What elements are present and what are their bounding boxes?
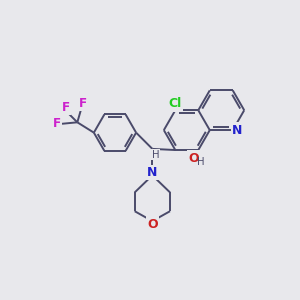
Text: Cl: Cl bbox=[169, 97, 182, 110]
Text: N: N bbox=[232, 124, 242, 136]
Text: N: N bbox=[147, 166, 158, 179]
Text: O: O bbox=[188, 152, 199, 165]
Text: H: H bbox=[152, 150, 160, 160]
Text: O: O bbox=[147, 218, 158, 230]
Text: F: F bbox=[52, 117, 61, 130]
Text: F: F bbox=[79, 97, 87, 110]
Text: H: H bbox=[196, 157, 204, 167]
Text: F: F bbox=[62, 101, 70, 114]
